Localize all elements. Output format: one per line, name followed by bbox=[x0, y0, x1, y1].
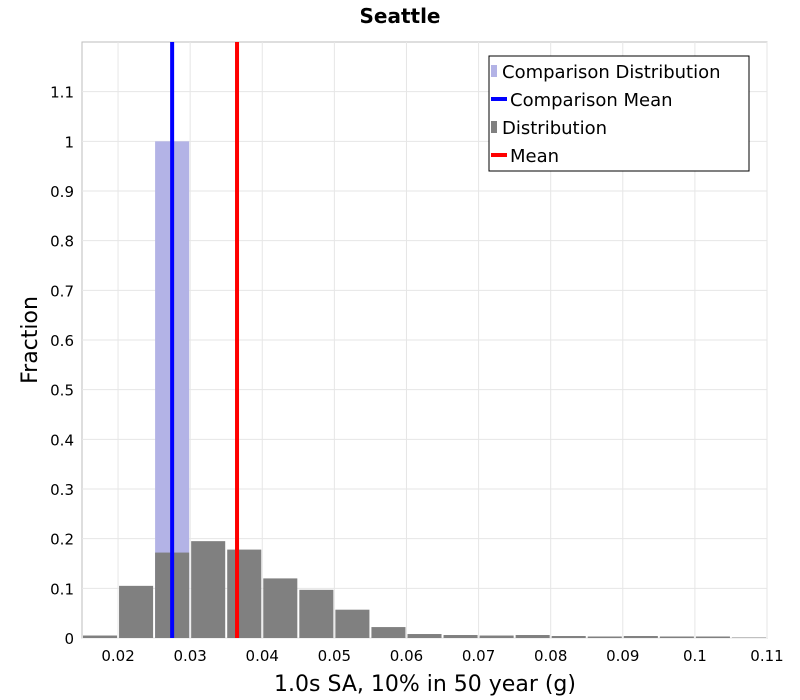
distribution-bar bbox=[335, 609, 370, 638]
y-tick-label: 0.5 bbox=[50, 382, 74, 400]
y-tick-label: 0.4 bbox=[50, 431, 74, 449]
x-tick-label: 0.03 bbox=[173, 647, 206, 665]
distribution-bar bbox=[407, 634, 442, 638]
distribution-bar bbox=[299, 589, 334, 638]
x-tick-label: 0.05 bbox=[318, 647, 351, 665]
mean-lines bbox=[170, 42, 240, 638]
legend: Comparison Distribution Comparison Mean Di… bbox=[488, 55, 750, 172]
x-tick-label: 0.1 bbox=[683, 647, 707, 665]
x-axis-ticks: 0.02 0.03 0.04 0.05 0.06 0.07 0.08 0.09 0.1 0.11 bbox=[101, 647, 783, 665]
legend-box bbox=[488, 55, 750, 172]
distribution-bar bbox=[659, 636, 694, 638]
legend-label: Mean bbox=[510, 146, 559, 167]
x-axis-title: 1.0s SA, 10% in 50 year (g) bbox=[274, 672, 576, 697]
x-tick-label: 0.04 bbox=[246, 647, 279, 665]
distribution-bars bbox=[83, 541, 766, 638]
y-tick-label: 0.9 bbox=[50, 183, 74, 201]
y-tick-label: 0.3 bbox=[50, 481, 74, 499]
y-tick-label: 0.8 bbox=[50, 233, 74, 251]
x-tick-label: 0.11 bbox=[750, 647, 783, 665]
legend-label: Comparison Distribution bbox=[502, 62, 721, 83]
x-tick-label: 0.02 bbox=[101, 647, 134, 665]
x-tick-label: 0.08 bbox=[534, 647, 567, 665]
x-tick-label: 0.06 bbox=[390, 647, 423, 665]
y-tick-label: 0.6 bbox=[50, 332, 74, 350]
legend-label: Distribution bbox=[502, 118, 607, 139]
y-tick-label: 1.1 bbox=[50, 84, 74, 102]
distribution-bar bbox=[695, 636, 730, 638]
y-axis-title: Fraction bbox=[18, 296, 43, 384]
distribution-bar bbox=[191, 541, 226, 638]
distribution-bar bbox=[515, 635, 550, 638]
y-tick-label: 0.1 bbox=[50, 580, 74, 598]
distribution-bar bbox=[443, 635, 478, 638]
y-tick-label: 0.2 bbox=[50, 531, 74, 549]
chart-title: Seattle bbox=[359, 4, 440, 28]
y-tick-label: 0.7 bbox=[50, 282, 74, 300]
legend-swatch bbox=[491, 65, 497, 77]
x-tick-label: 0.09 bbox=[606, 647, 639, 665]
distribution-bar bbox=[263, 578, 298, 638]
distribution-bar bbox=[371, 627, 406, 638]
distribution-bar bbox=[227, 549, 262, 638]
distribution-bar bbox=[479, 635, 514, 638]
distribution-bar bbox=[83, 635, 118, 638]
legend-swatch bbox=[491, 121, 497, 133]
y-tick-label: 1 bbox=[64, 133, 74, 151]
distribution-bar bbox=[623, 636, 658, 638]
distribution-bar bbox=[587, 636, 622, 638]
distribution-bar bbox=[551, 636, 586, 638]
y-axis-ticks: 0 0.1 0.2 0.3 0.4 0.5 0.6 0.7 0.8 0.9 1 1.1 bbox=[50, 84, 74, 648]
legend-label: Comparison Mean bbox=[510, 90, 673, 111]
y-tick-label: 0 bbox=[64, 630, 74, 648]
x-tick-label: 0.07 bbox=[462, 647, 495, 665]
distribution-bar bbox=[119, 585, 154, 638]
